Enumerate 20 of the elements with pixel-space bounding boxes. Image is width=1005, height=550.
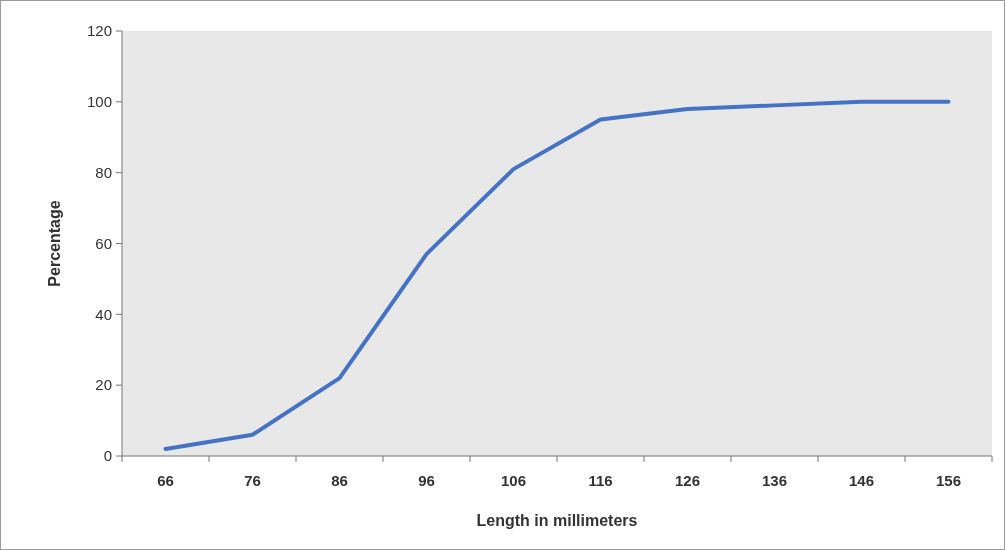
x-tick-label: 156 bbox=[935, 472, 962, 489]
x-tick-label: 86 bbox=[331, 472, 348, 489]
y-axis-title: Percentage bbox=[46, 200, 63, 287]
y-tick-label: 40 bbox=[95, 305, 112, 323]
y-tick-label: 60 bbox=[95, 234, 112, 252]
x-tick-label: 106 bbox=[500, 472, 527, 489]
y-tick-label: 80 bbox=[95, 163, 112, 181]
x-tick-label: 136 bbox=[761, 472, 788, 489]
line-series bbox=[163, 99, 951, 451]
x-tick-label: 116 bbox=[588, 472, 613, 489]
x-tick-label: 146 bbox=[848, 472, 875, 489]
x-tick-label: 76 bbox=[244, 472, 261, 489]
y-tick-label: 0 bbox=[103, 447, 112, 465]
x-tick-label: 66 bbox=[157, 472, 174, 489]
y-tick-label: 120 bbox=[86, 22, 112, 40]
x-tick-label: 126 bbox=[674, 472, 701, 489]
y-tick-label: 20 bbox=[95, 376, 112, 394]
x-tick-label: 96 bbox=[418, 472, 435, 489]
y-tick-label: 100 bbox=[86, 93, 112, 111]
x-axis-title: Length in millimeters bbox=[476, 512, 638, 529]
